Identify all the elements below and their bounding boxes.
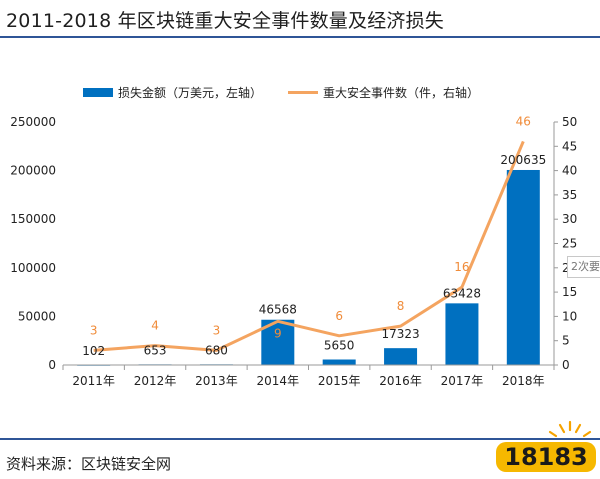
y-right-tick-label: 15 [562,285,577,299]
bar [445,303,479,365]
line-value-label: 46 [516,114,531,128]
x-tick-label: 2017年 [441,374,484,388]
bar-value-label: 5650 [324,339,355,353]
bar-value-label: 46568 [259,303,297,317]
y-left-tick-label: 200000 [10,164,56,178]
combo-chart: 损失金额（万美元，左轴） 重大安全事件数（件，右轴）050000100000150… [10,85,577,388]
y-left-tick-label: 50000 [18,309,56,323]
legend-label-line: 重大安全事件数（件，右轴） [323,85,479,100]
bar-value-label: 63428 [443,286,481,300]
y-right-tick-label: 25 [562,237,577,251]
line-value-label: 8 [397,299,405,313]
line-value-label: 9 [274,326,282,340]
y-right-tick-label: 5 [562,334,570,348]
bar-value-label: 102 [82,344,105,358]
y-right-tick-label: 45 [562,139,577,153]
y-left-tick-label: 250000 [10,115,56,129]
line-value-label: 3 [213,323,221,337]
line-value-label: 6 [335,309,343,323]
bar-value-label: 200635 [500,153,546,167]
watermark-logo: 18183 [496,420,596,472]
bar-value-label: 680 [205,343,228,357]
x-tick-label: 2013年 [195,374,238,388]
y-right-tick-label: 30 [562,212,577,226]
y-right-tick-label: 50 [562,115,577,129]
source-note: 资料来源：区块链安全网 [6,455,172,473]
x-tick-label: 2011年 [72,374,115,388]
chart-title: 2011-2018 年区块链重大安全事件数量及经济损失 [6,10,445,32]
title-rule [0,36,600,38]
logo-text: 18183 [504,443,588,471]
line-series-count [93,140,525,352]
bar [384,348,418,365]
line-value-label: 3 [90,323,98,337]
bar [322,359,356,365]
legend-swatch-bars [83,88,113,97]
legend-label-bars: 损失金额（万美元，左轴） [118,85,262,100]
bar [506,169,540,365]
x-tick-label: 2012年 [134,374,177,388]
line-value-label: 16 [454,260,469,274]
y-right-tick-label: 40 [562,164,577,178]
bar-value-label: 17323 [381,327,419,341]
footer-rule [0,438,600,440]
x-tick-label: 2018年 [502,374,545,388]
line-value-label: 4 [151,319,159,333]
y-right-tick-label: 10 [562,309,577,323]
y-left-tick-label: 100000 [10,261,56,275]
bar-value-label: 653 [144,343,167,357]
x-tick-label: 2014年 [257,374,300,388]
y-left-tick-label: 0 [48,358,56,372]
x-tick-label: 2016年 [379,374,422,388]
y-right-tick-label: 0 [562,358,570,372]
side-tab[interactable]: 2次要 [567,256,600,278]
y-left-tick-label: 150000 [10,212,56,226]
x-tick-label: 2015年 [318,374,361,388]
y-right-tick-label: 35 [562,188,577,202]
